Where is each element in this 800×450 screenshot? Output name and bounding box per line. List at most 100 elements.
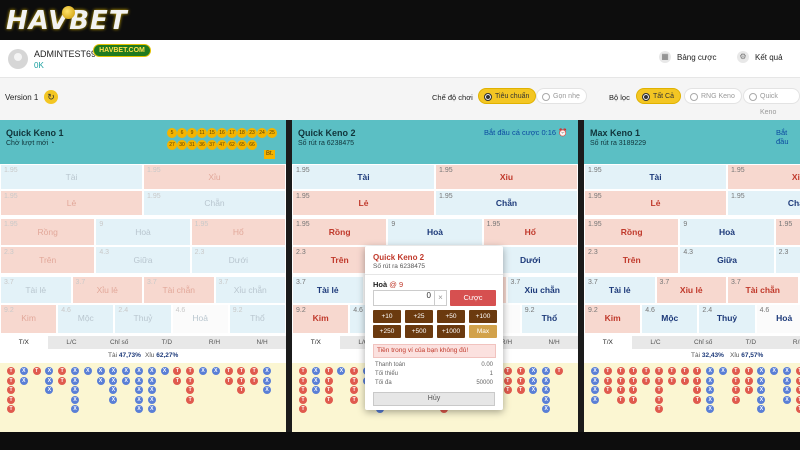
trend-tab[interactable]: R/H xyxy=(792,339,800,346)
bet-cell-chan[interactable]: 1.95 Chẵn xyxy=(727,190,800,216)
bet-cell-xiuchan[interactable] xyxy=(798,276,800,304)
trend-tab[interactable]: L/C xyxy=(66,339,77,346)
bet-cell-giua[interactable]: 4.3 Giữa xyxy=(95,246,191,274)
bet-cell-hoa2[interactable]: 4.6 Hoả xyxy=(755,304,800,334)
bet-amount-input[interactable]: 0 xyxy=(373,290,435,306)
trend-tab[interactable]: T/X xyxy=(0,336,48,349)
trend-tab[interactable]: T/X xyxy=(292,336,340,349)
bet-cell-tren[interactable]: 2.3 Trên xyxy=(584,246,680,274)
trend-tab[interactable]: N/H xyxy=(548,339,560,346)
bet-label: Giữa xyxy=(717,255,737,265)
bet-cell-tren[interactable]: 2.3 Trên xyxy=(0,246,96,274)
chip-250-button[interactable]: +250 xyxy=(373,325,401,338)
trend-tab[interactable]: T/X xyxy=(584,336,632,349)
bet-cell-taile[interactable]: 3.7 Tài lẻ xyxy=(0,276,72,304)
avatar[interactable] xyxy=(8,49,28,69)
bet-table-link[interactable]: Bảng cược xyxy=(677,53,717,62)
place-bet-button[interactable]: Cược xyxy=(450,290,496,306)
odds-value: 1.95 xyxy=(147,167,161,174)
bet-cell-tho[interactable]: 9.2 Thổ xyxy=(228,304,286,334)
trend-dot-xiu: X xyxy=(147,395,156,404)
chip-10-button[interactable]: +10 xyxy=(373,310,401,323)
bet-cell-taichan[interactable]: 3.7 Tài chẵn xyxy=(727,276,799,304)
bet-cell-giua[interactable]: 4.3 Giữa xyxy=(679,246,775,274)
bet-cell-xiu[interactable]: 1.95 Xỉu xyxy=(143,164,286,190)
chip-100-button[interactable]: +100 xyxy=(469,310,497,323)
trend-dot-tai: T xyxy=(795,367,800,375)
refresh-icon[interactable]: ↻ xyxy=(44,90,58,104)
trend-tab[interactable]: L/C xyxy=(358,339,369,346)
odds-value: 1.95 xyxy=(588,193,602,200)
bet-cell-xiu[interactable]: 1.95 Xỉu xyxy=(727,164,800,190)
trend-tab[interactable]: T/D xyxy=(745,339,757,346)
bet-cell-hoa[interactable]: 9 Hoà xyxy=(387,218,483,246)
bet-cell-xiu[interactable]: 1.95 Xỉu xyxy=(435,164,578,190)
results-link[interactable]: Kết quả xyxy=(755,53,783,62)
bet-cell-chan[interactable]: 1.95 Chẵn xyxy=(435,190,578,216)
bet-cell-xiule[interactable]: 3.7 Xỉu lẻ xyxy=(655,276,727,304)
result-ball: 31 xyxy=(187,140,197,150)
bet-cell-xiuchan[interactable]: 3.7 Xỉu chẵn xyxy=(214,276,286,304)
bet-cell-xiuchan[interactable]: 3.7 Xỉu chẵn xyxy=(506,276,578,304)
bet-cell-taichan[interactable]: 3.7 Tài chẵn xyxy=(143,276,215,304)
chip-50-button[interactable]: +50 xyxy=(437,310,465,323)
bet-cell-thuy[interactable]: 2.4 Thuỷ xyxy=(114,304,172,334)
bet-cell-tho[interactable]: 9.2 Thổ xyxy=(520,304,578,334)
trend-tab[interactable]: R/H xyxy=(500,339,513,346)
bet-cell-le[interactable]: 1.95 Lẻ xyxy=(0,190,143,216)
trend-tab[interactable]: Chỉ số xyxy=(109,339,129,346)
clear-amount-button[interactable]: × xyxy=(435,290,447,306)
bet-cell-rong[interactable]: 1.95 Rồng xyxy=(0,218,96,246)
bet-cell-hoa[interactable]: 9 Hoà xyxy=(679,218,775,246)
bet-cell-kim[interactable]: 9.2 Kim xyxy=(584,304,642,334)
trend-tab[interactable]: Chỉ số xyxy=(693,339,713,346)
bet-cell-hoa2[interactable]: 4.6 Hoả xyxy=(171,304,229,334)
bet-cell-taile[interactable]: 3.7 Tài lẻ xyxy=(292,276,364,304)
bet-cell-rong[interactable]: 1.95 Rồng xyxy=(584,218,680,246)
trend-tab[interactable]: R/H xyxy=(208,339,221,346)
result-ball: 6 xyxy=(177,128,187,138)
chip-max-button[interactable]: Max xyxy=(469,325,497,338)
chip-25-button[interactable]: +25 xyxy=(405,310,433,323)
bet-cell-moc[interactable]: 4.6 Mộc xyxy=(57,304,115,334)
trend-dot-xiu: X xyxy=(542,376,551,385)
settings-icon[interactable]: ⚙ xyxy=(737,51,749,63)
trend-dot-xiu: X xyxy=(757,395,766,404)
trend-dot-tai: T xyxy=(655,405,663,413)
bet-cell-kim[interactable]: 9.2 Kim xyxy=(292,304,350,334)
cancel-button[interactable]: Hủy xyxy=(373,392,495,406)
trend-dot-xiu: X xyxy=(135,367,143,375)
bet-cell-le[interactable]: 1.95 Lẻ xyxy=(584,190,727,216)
filter-rng-option[interactable]: RNG Keno xyxy=(684,88,742,104)
bet-cell-moc[interactable]: 4.6 Mộc xyxy=(641,304,699,334)
trend-dot-tai: T xyxy=(629,367,638,375)
bet-cell-chan[interactable]: 1.95 Chẵn xyxy=(143,190,286,216)
bet-cell-kim[interactable]: 9.2 Kim xyxy=(0,304,58,334)
chip-500-button[interactable]: +500 xyxy=(405,325,433,338)
chip-1000-button[interactable]: +1000 xyxy=(437,325,465,338)
trend-tab[interactable]: N/H xyxy=(256,339,268,346)
bet-cell-thuy[interactable]: 2.4 Thuỷ xyxy=(698,304,756,334)
bet-cell-rong[interactable]: 1.95 Rồng xyxy=(292,218,388,246)
bet-cell-hoa[interactable]: 9 Hoà xyxy=(95,218,191,246)
trend-tab[interactable]: L/C xyxy=(650,339,661,346)
panel-title: Max Keno 1 xyxy=(590,128,641,138)
bet-cell-taile[interactable]: 3.7 Tài lẻ xyxy=(584,276,656,304)
trend-dot-tai: T xyxy=(616,395,625,404)
bet-cell-xiule[interactable]: 3.7 Xỉu lẻ xyxy=(71,276,143,304)
bet-cell-tai[interactable]: 1.95 Tài xyxy=(0,164,143,190)
bet-cell-le[interactable]: 1.95 Lẻ xyxy=(292,190,435,216)
mode-standard-option[interactable]: Tiêu chuẩn xyxy=(478,88,537,104)
mode-light-option[interactable]: Gọn nhẹ xyxy=(536,88,587,104)
table-icon[interactable]: ▦ xyxy=(659,51,671,63)
filter-all-option[interactable]: Tất Cả xyxy=(636,88,682,104)
trend-tab[interactable]: T/D xyxy=(161,339,173,346)
bet-cell-tai[interactable]: 1.95 Tài xyxy=(584,164,727,190)
bet-cell-tai[interactable]: 1.95 Tài xyxy=(292,164,435,190)
filter-quick-option[interactable]: Quick Keno xyxy=(743,88,800,116)
